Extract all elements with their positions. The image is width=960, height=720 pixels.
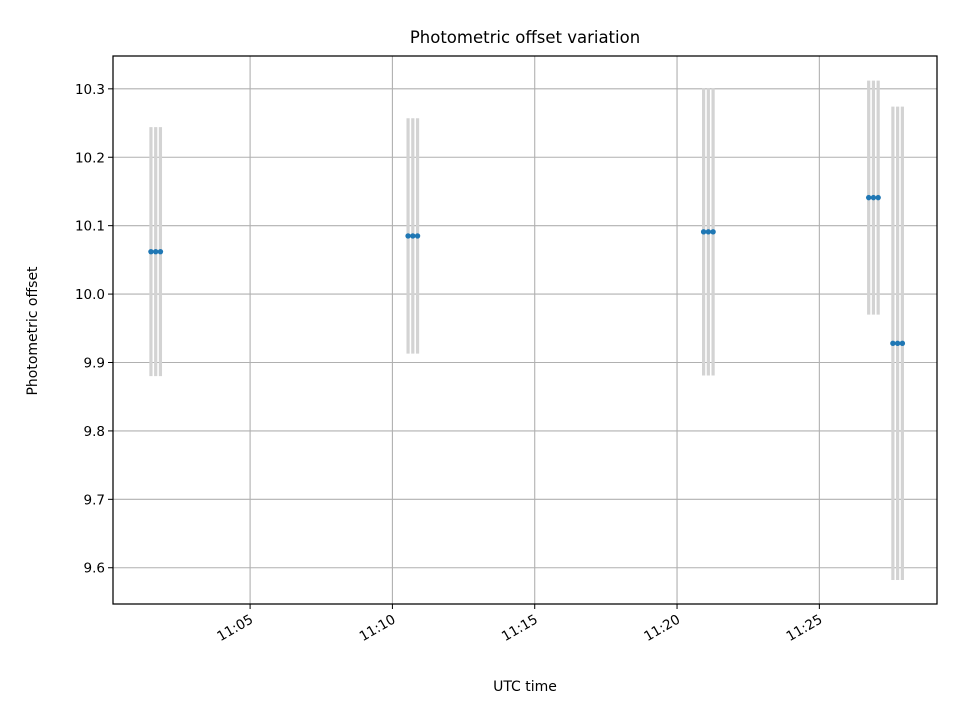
data-point: [148, 248, 154, 255]
data-point: [865, 194, 872, 201]
y-tick-label: 9.8: [84, 424, 105, 440]
y-axis-label: Photometric offset: [25, 266, 41, 396]
x-tick-label: 11:05: [214, 612, 256, 645]
data-point: [410, 233, 416, 239]
data-point: [894, 340, 901, 347]
data-points: [148, 194, 906, 347]
y-tick-label: 10.3: [75, 82, 105, 98]
data-point: [405, 233, 411, 239]
data-point: [700, 229, 707, 235]
chart-title: Photometric offset variation: [410, 28, 640, 47]
data-point: [152, 248, 159, 255]
data-point: [414, 233, 421, 239]
x-tick-label: 11:25: [784, 612, 826, 645]
x-tick-label: 11:15: [499, 612, 541, 645]
grid-lines: [113, 56, 937, 604]
data-point: [899, 340, 906, 347]
y-tick-label: 9.7: [84, 492, 105, 508]
y-tick-label: 10.1: [75, 219, 105, 235]
data-point: [705, 229, 712, 235]
y-tick-label: 10.0: [75, 287, 105, 303]
y-tick-label: 9.6: [84, 561, 105, 577]
data-point: [890, 340, 896, 347]
x-tick-label: 11:10: [357, 612, 399, 645]
error-bars: [149, 80, 904, 581]
data-point: [870, 194, 877, 201]
data-point: [157, 248, 164, 255]
x-axis-label: UTC time: [493, 679, 557, 695]
x-tick-label: 11:20: [641, 612, 683, 645]
plot-frame: [112, 55, 938, 605]
data-point: [875, 194, 881, 201]
y-tick-label: 10.2: [75, 150, 105, 166]
y-tick-label: 9.9: [84, 355, 105, 371]
data-point: [710, 229, 716, 235]
